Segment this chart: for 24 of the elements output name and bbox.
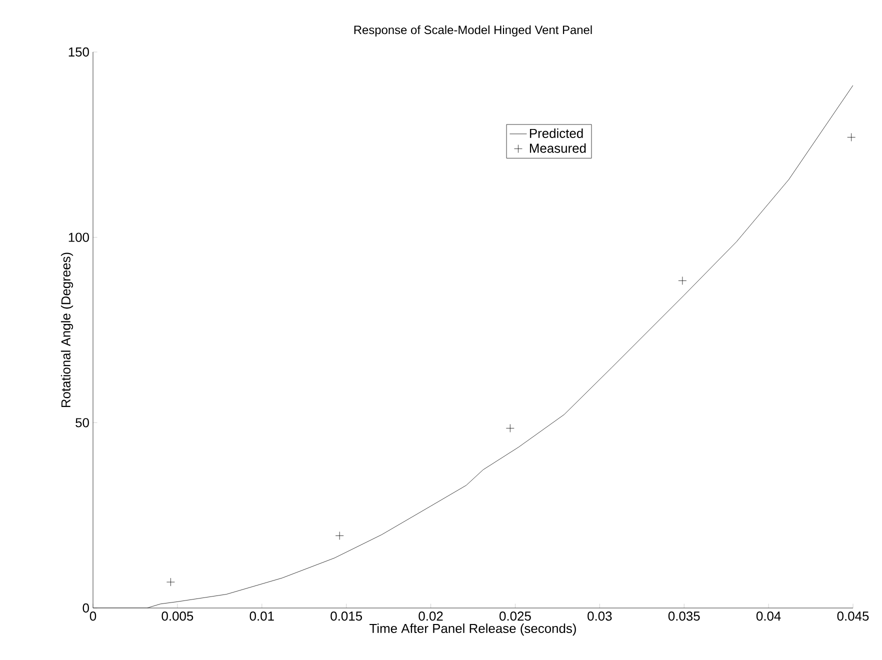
- y-axis-title: Rotational Angle (Degrees): [60, 252, 74, 408]
- x-axis-title: Time After Panel Release (seconds): [370, 624, 576, 636]
- chart-title: Response of Scale-Model Hinged Vent Panel: [354, 25, 592, 36]
- point: [506, 424, 514, 432]
- y-tick-label: 150: [68, 47, 89, 57]
- x-tick-label: 0.015: [330, 612, 362, 621]
- x-tick-label: 0.02: [418, 612, 443, 621]
- legend-label: Predicted: [530, 128, 583, 138]
- x-tick-label: 0.04: [756, 612, 781, 621]
- point: [678, 276, 687, 285]
- y-tick-label: 0: [82, 603, 89, 613]
- x-tick-label: 0.045: [837, 612, 869, 621]
- point: [166, 578, 175, 586]
- point: [847, 133, 856, 142]
- y-tick-label: 50: [76, 418, 89, 428]
- x-tick-label: 0.01: [250, 612, 274, 621]
- x-tick-label: 0: [90, 612, 96, 621]
- x-tick-label: 0.03: [588, 612, 612, 621]
- x-tick-label: 0.025: [500, 612, 531, 621]
- x-tick-label: 0.035: [668, 612, 700, 621]
- legend-label: Measured: [530, 143, 586, 153]
- y-tick-label: 100: [68, 232, 89, 242]
- point: [335, 532, 344, 540]
- x-tick-label: 0.005: [162, 612, 194, 621]
